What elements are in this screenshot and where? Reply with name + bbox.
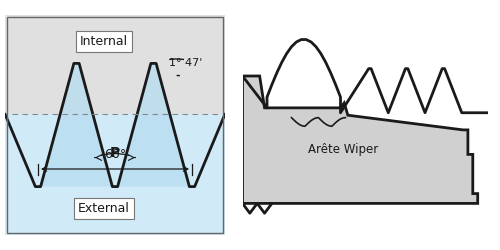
Polygon shape [40,64,190,186]
Polygon shape [242,76,478,204]
Bar [5,114,225,235]
Text: P: P [110,146,120,160]
Bar [5,15,225,114]
Text: External: External [78,202,130,215]
Text: 1° 47': 1° 47' [168,58,202,68]
Text: Arête Wiper: Arête Wiper [308,143,378,156]
Text: 60°: 60° [104,148,126,161]
Text: Internal: Internal [80,35,128,48]
